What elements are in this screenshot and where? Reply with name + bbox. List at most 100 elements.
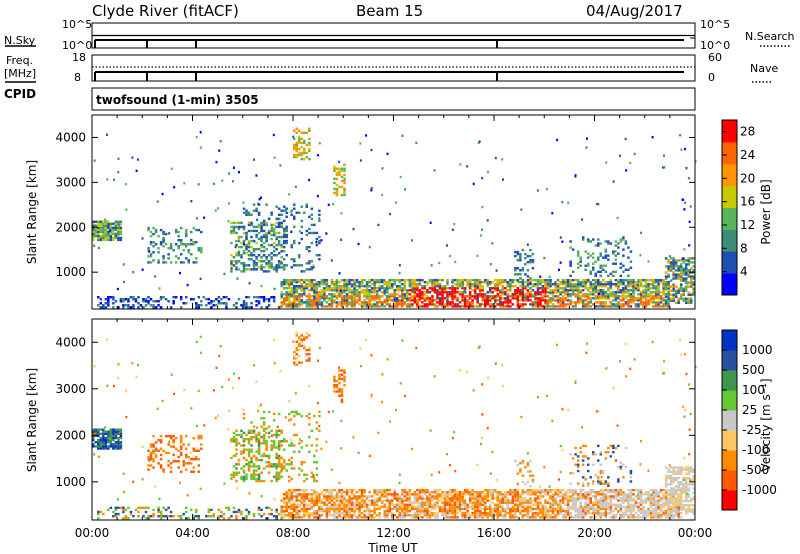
heatmap-cell <box>684 201 687 204</box>
heatmap-cell <box>607 501 610 504</box>
y-tick-label: 4000 <box>55 130 86 144</box>
heatmap-cell <box>260 245 263 249</box>
heatmap-cell <box>287 280 291 284</box>
heatmap-cell <box>644 497 648 500</box>
heatmap-cell <box>481 284 484 288</box>
heatmap-cell <box>102 222 105 225</box>
heatmap-cell <box>300 237 304 241</box>
heatmap-cell <box>483 303 487 306</box>
heatmap-cell <box>368 284 371 288</box>
heatmap-cell <box>303 291 306 294</box>
heatmap-cell <box>104 218 107 221</box>
heatmap-cell <box>488 297 492 300</box>
heatmap-cell <box>672 503 675 506</box>
heatmap-cell <box>473 289 477 292</box>
heatmap-cell <box>340 289 344 292</box>
heatmap-cell <box>624 278 628 282</box>
heatmap-cell <box>325 488 329 492</box>
heatmap-cell <box>310 284 314 288</box>
heatmap-cell <box>622 511 625 515</box>
heatmap-cell <box>290 278 293 282</box>
heatmap-cell <box>576 280 580 284</box>
heatmap-cell <box>360 305 364 308</box>
heatmap-cell <box>604 503 608 506</box>
heatmap-cell <box>649 287 653 290</box>
heatmap-cell <box>556 289 560 292</box>
heatmap-cell <box>335 289 339 292</box>
heatmap-cell <box>159 240 163 244</box>
heatmap-cell <box>438 299 442 302</box>
heatmap-cell <box>443 514 447 517</box>
heatmap-cell <box>287 505 291 509</box>
heatmap-cell <box>481 511 484 515</box>
heatmap-cell <box>260 266 263 269</box>
heatmap-cell <box>328 297 331 300</box>
heatmap-cell <box>328 509 331 513</box>
heatmap-cell <box>373 493 376 496</box>
heatmap-cell <box>282 264 286 267</box>
heatmap-cell <box>328 514 331 517</box>
heatmap-cell <box>571 503 575 506</box>
heatmap-cell <box>526 243 529 246</box>
heatmap-cell <box>478 278 482 282</box>
heatmap-cell <box>614 295 618 298</box>
heatmap-cell <box>363 295 366 298</box>
heatmap-cell <box>664 511 668 515</box>
heatmap-cell <box>245 304 248 307</box>
heatmap-cell <box>494 509 497 513</box>
heatmap-cell <box>393 503 396 506</box>
heatmap-cell <box>659 301 663 304</box>
heatmap-cell <box>93 244 96 247</box>
heatmap-cell <box>524 497 527 500</box>
heatmap-cell <box>333 501 336 504</box>
heatmap-cell <box>607 497 610 500</box>
heatmap-cell <box>644 491 648 494</box>
heatmap-cell <box>380 287 384 290</box>
heatmap-cell <box>591 278 595 282</box>
heatmap-cell <box>539 507 542 511</box>
heatmap-cell <box>584 509 587 513</box>
heatmap-cell <box>293 514 296 517</box>
heatmap-cell <box>169 261 173 264</box>
heatmap-cell <box>519 284 522 288</box>
heatmap-cell <box>421 495 424 498</box>
heatmap-cell <box>667 259 670 262</box>
heatmap-cell <box>644 301 648 304</box>
heatmap-cell <box>398 511 402 515</box>
heatmap-cell <box>586 252 590 255</box>
heatmap-cell <box>624 499 628 502</box>
heatmap-cell <box>104 234 108 238</box>
heatmap-cell <box>401 134 404 137</box>
heatmap-cell <box>689 301 693 305</box>
heatmap-cell <box>514 511 517 515</box>
heatmap-cell <box>478 284 482 288</box>
heatmap-cell <box>262 221 266 225</box>
heatmap-cell <box>398 497 402 500</box>
heatmap-cell <box>438 509 442 513</box>
heatmap-cell <box>659 509 663 513</box>
heatmap-cell <box>526 299 530 302</box>
heatmap-cell <box>511 501 515 504</box>
heatmap-cell <box>463 299 467 302</box>
heatmap-cell <box>617 295 620 298</box>
heatmap-cell <box>298 287 301 290</box>
heatmap-cell <box>514 495 517 498</box>
heatmap-cell <box>416 299 419 302</box>
heatmap-cell <box>280 297 283 300</box>
heatmap-cell <box>277 221 281 225</box>
heatmap-cell <box>659 280 663 284</box>
heatmap-cell <box>436 297 439 300</box>
heatmap-cell <box>506 493 510 496</box>
heatmap-cell <box>313 516 316 519</box>
heatmap-cell <box>320 505 324 509</box>
heatmap-cell <box>466 509 469 513</box>
heatmap-cell <box>526 509 530 513</box>
heatmap-cell <box>569 293 572 296</box>
heatmap-cell <box>677 289 680 292</box>
heatmap-cell <box>393 293 396 296</box>
heatmap-cell <box>300 278 304 282</box>
heatmap-cell <box>245 268 248 271</box>
heatmap-cell <box>333 181 336 185</box>
heatmap-cell <box>401 295 404 298</box>
heatmap-cell <box>473 293 477 296</box>
